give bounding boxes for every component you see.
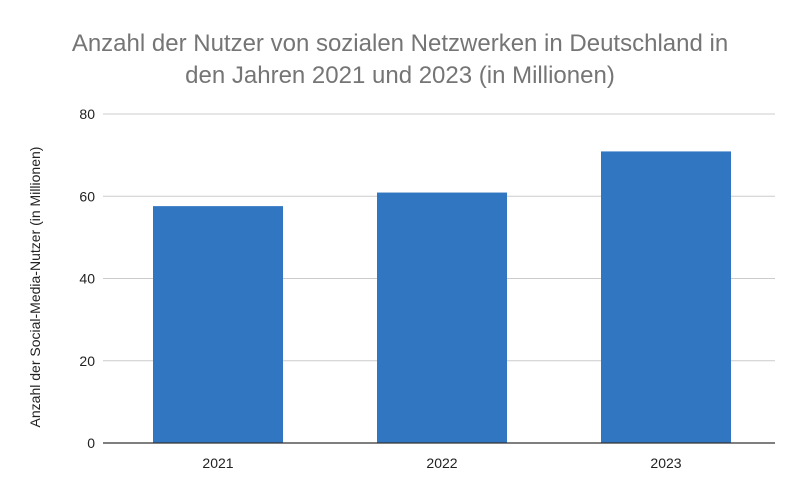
bar-2023 — [601, 151, 731, 443]
bars — [153, 151, 731, 443]
y-tick-label: 20 — [79, 353, 95, 369]
chart-title-line-2: den Jahren 2021 und 2023 (in Millionen) — [185, 62, 615, 89]
x-tick-label: 2023 — [650, 455, 681, 471]
x-tick-label: 2021 — [202, 455, 233, 471]
bar-2022 — [377, 192, 507, 443]
x-tick-label: 2022 — [426, 455, 457, 471]
y-tick-labels: 0 20 40 60 80 — [79, 106, 95, 451]
bar-2021 — [153, 206, 283, 443]
y-tick-label: 0 — [87, 435, 95, 451]
y-axis-label: Anzahl der Social-Media-Nutzer (in Milli… — [27, 147, 43, 428]
y-tick-label: 80 — [79, 106, 95, 122]
chart-title: Anzahl der Nutzer von sozialen Netzwerke… — [0, 28, 800, 92]
y-tick-label: 60 — [79, 188, 95, 204]
x-tick-labels: 2021 2022 2023 — [202, 455, 681, 471]
y-tick-label: 40 — [79, 271, 95, 287]
chart-title-line-1: Anzahl der Nutzer von sozialen Netzwerke… — [71, 30, 729, 57]
